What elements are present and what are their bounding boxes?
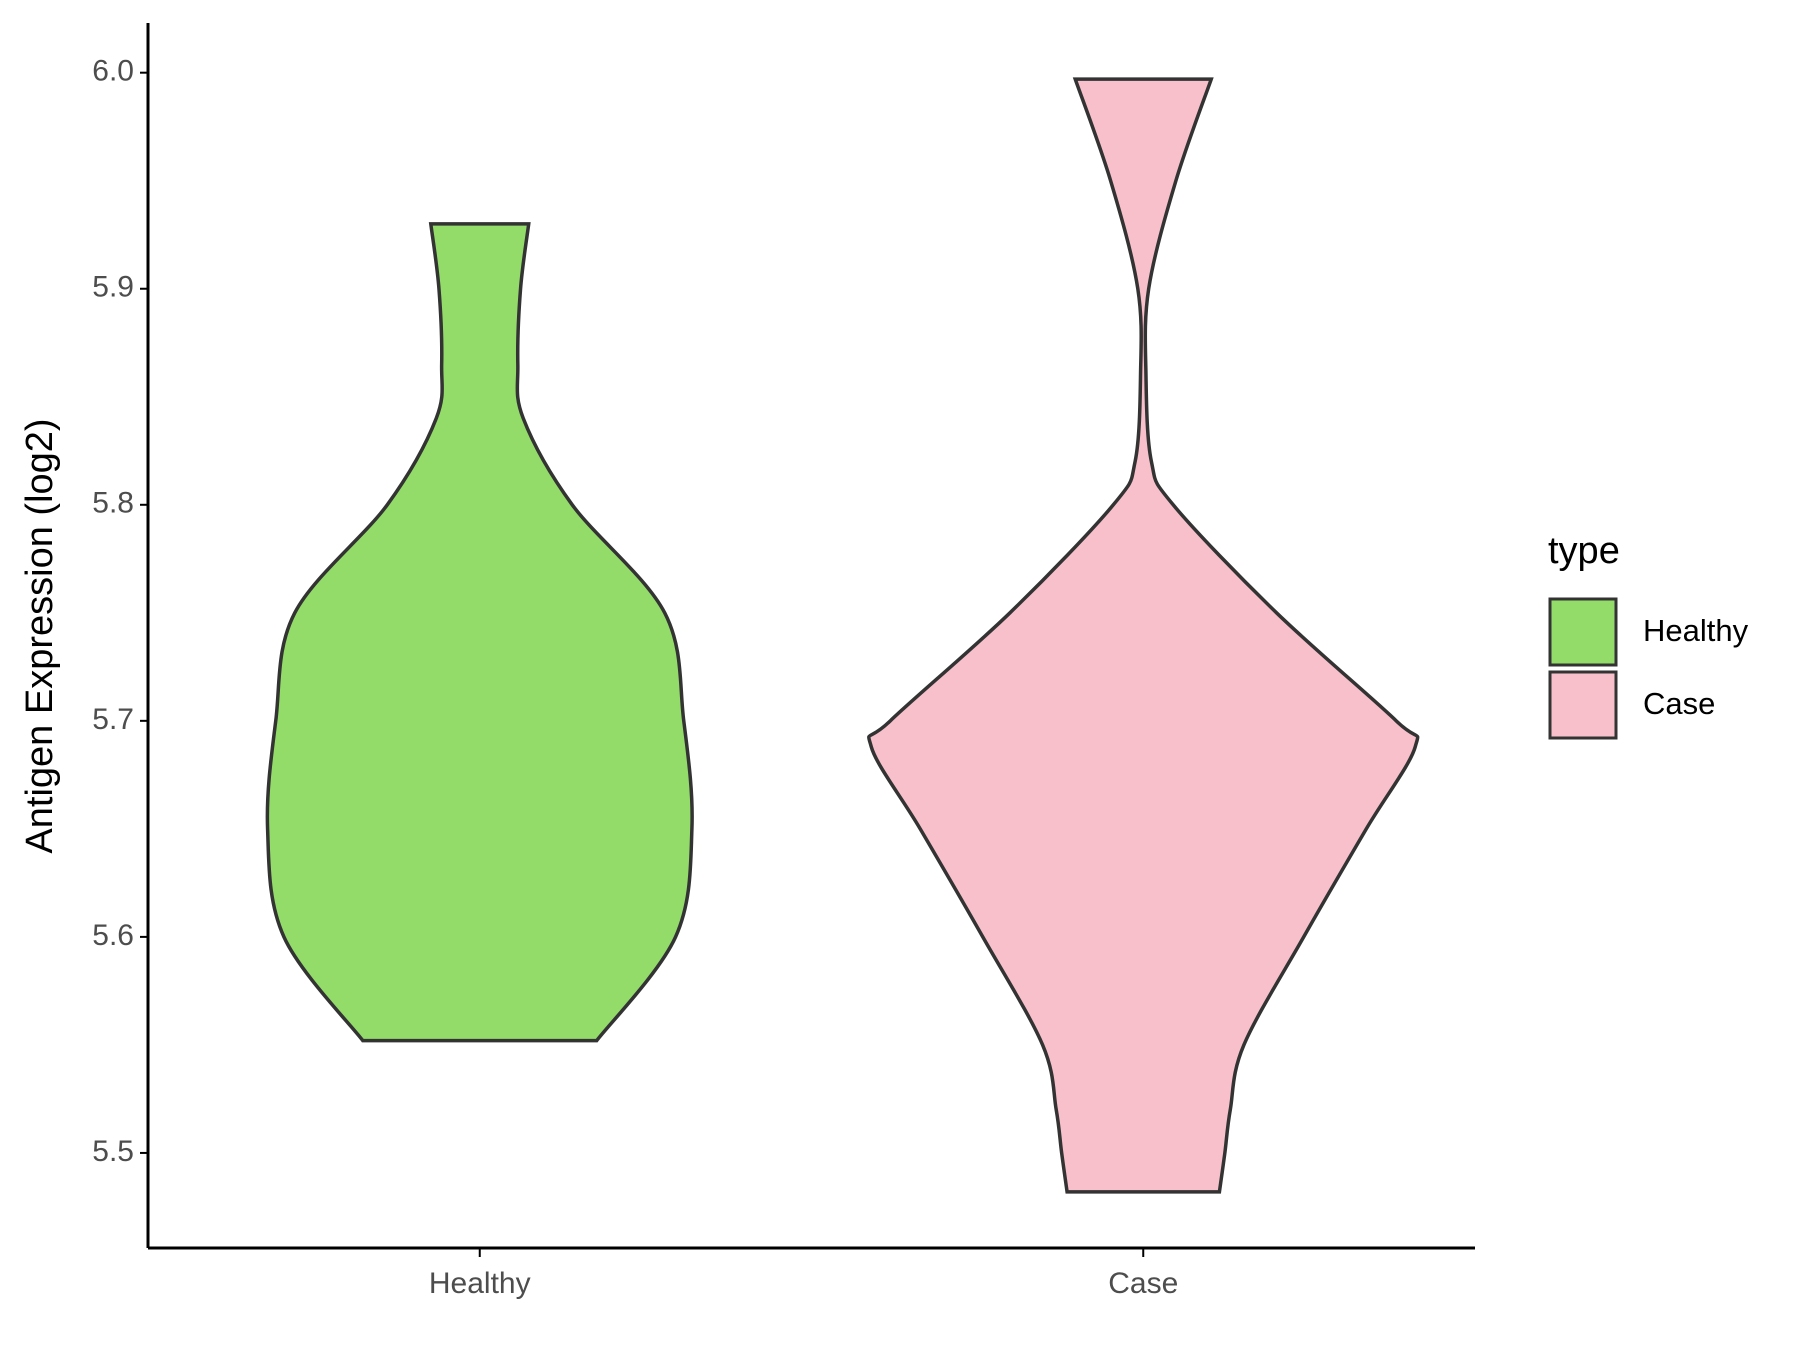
- legend-title: type: [1548, 530, 1620, 572]
- y-tick-label: 5.8: [92, 487, 134, 520]
- violin: [867, 77, 1420, 1194]
- y-tick-label: 6.0: [92, 55, 134, 88]
- y-tick-label: 5.6: [92, 919, 134, 952]
- legend-label: Healthy: [1643, 613, 1749, 648]
- legend-key: [1548, 670, 1618, 740]
- y-tick-label: 5.9: [92, 271, 134, 304]
- y-tick-label: 5.5: [92, 1135, 134, 1168]
- y-tick-label: 5.7: [92, 703, 134, 736]
- violin: [265, 222, 694, 1043]
- x-tick-label: Healthy: [429, 1267, 531, 1300]
- legend-key: [1548, 597, 1618, 667]
- legend-label: Case: [1643, 686, 1715, 721]
- y-axis-title: Antigen Expression (log2): [19, 418, 61, 853]
- x-tick-label: Case: [1108, 1267, 1178, 1300]
